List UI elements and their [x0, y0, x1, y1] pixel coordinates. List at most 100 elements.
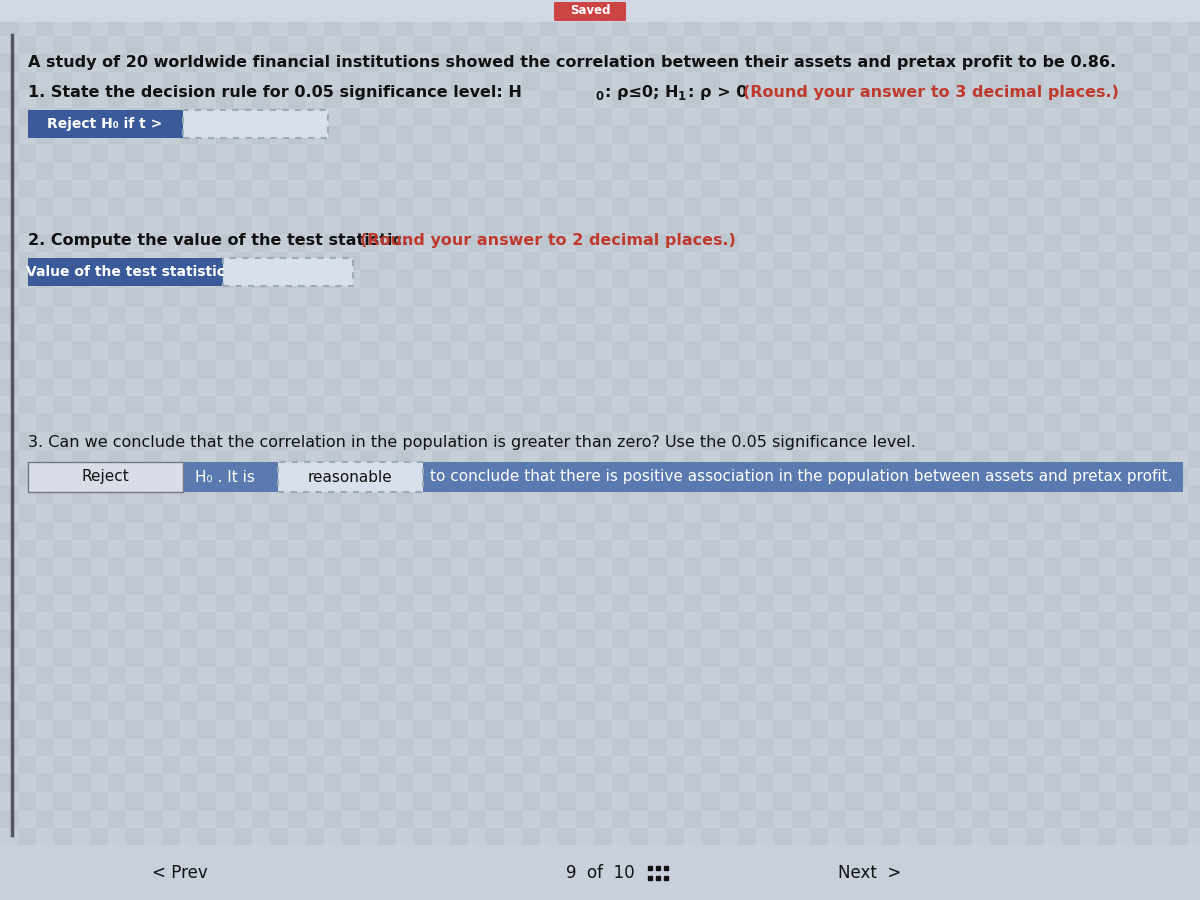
Bar: [234, 468, 252, 486]
Bar: [1134, 648, 1152, 666]
Bar: [18, 252, 36, 270]
Bar: [234, 108, 252, 126]
Bar: [1098, 684, 1116, 702]
Bar: [306, 54, 324, 72]
Bar: [612, 450, 630, 468]
Bar: [522, 324, 540, 342]
Bar: [324, 378, 342, 396]
Bar: [28, 462, 182, 492]
Bar: [342, 612, 360, 630]
Bar: [504, 90, 522, 108]
Bar: [522, 486, 540, 504]
Bar: [702, 306, 720, 324]
Bar: [216, 810, 234, 828]
Bar: [1008, 648, 1026, 666]
Bar: [630, 864, 648, 882]
Bar: [270, 432, 288, 450]
Bar: [954, 720, 972, 738]
Bar: [828, 450, 846, 468]
Bar: [162, 810, 180, 828]
Bar: [864, 252, 882, 270]
Bar: [342, 306, 360, 324]
Bar: [1026, 180, 1044, 198]
Bar: [360, 342, 378, 360]
Bar: [1062, 360, 1080, 378]
Bar: [90, 882, 108, 900]
Bar: [504, 72, 522, 90]
Bar: [666, 270, 684, 288]
Bar: [72, 684, 90, 702]
Bar: [918, 324, 936, 342]
Bar: [594, 144, 612, 162]
Bar: [1098, 396, 1116, 414]
Text: : ρ > 0: : ρ > 0: [688, 85, 754, 100]
Bar: [252, 846, 270, 864]
Bar: [18, 162, 36, 180]
Bar: [324, 360, 342, 378]
Bar: [1080, 450, 1098, 468]
Bar: [72, 144, 90, 162]
Bar: [990, 270, 1008, 288]
Bar: [504, 810, 522, 828]
Bar: [288, 486, 306, 504]
Bar: [504, 234, 522, 252]
Bar: [198, 828, 216, 846]
Bar: [1152, 162, 1170, 180]
Bar: [126, 738, 144, 756]
Bar: [54, 414, 72, 432]
Bar: [468, 108, 486, 126]
Bar: [828, 144, 846, 162]
Bar: [1170, 180, 1188, 198]
Bar: [288, 378, 306, 396]
Bar: [720, 810, 738, 828]
Bar: [414, 54, 432, 72]
Bar: [216, 756, 234, 774]
Bar: [792, 810, 810, 828]
Bar: [576, 72, 594, 90]
Bar: [972, 414, 990, 432]
Bar: [468, 432, 486, 450]
Bar: [306, 576, 324, 594]
Bar: [342, 432, 360, 450]
Bar: [648, 198, 666, 216]
Bar: [360, 180, 378, 198]
Bar: [378, 324, 396, 342]
Bar: [792, 288, 810, 306]
Bar: [1044, 396, 1062, 414]
Bar: [900, 288, 918, 306]
Bar: [1098, 342, 1116, 360]
Bar: [1062, 720, 1080, 738]
Bar: [684, 36, 702, 54]
Bar: [810, 558, 828, 576]
Bar: [288, 630, 306, 648]
Bar: [522, 72, 540, 90]
Bar: [270, 540, 288, 558]
Bar: [594, 414, 612, 432]
Bar: [144, 648, 162, 666]
Bar: [162, 864, 180, 882]
Bar: [54, 792, 72, 810]
Bar: [522, 792, 540, 810]
Bar: [846, 234, 864, 252]
Bar: [846, 36, 864, 54]
Bar: [126, 414, 144, 432]
Bar: [288, 792, 306, 810]
Bar: [1170, 666, 1188, 684]
Bar: [162, 630, 180, 648]
Bar: [1062, 306, 1080, 324]
Bar: [828, 126, 846, 144]
Bar: [954, 72, 972, 90]
Bar: [378, 360, 396, 378]
Bar: [72, 738, 90, 756]
Bar: [1116, 360, 1134, 378]
Bar: [810, 54, 828, 72]
Bar: [972, 54, 990, 72]
Bar: [810, 774, 828, 792]
Bar: [414, 126, 432, 144]
Bar: [450, 666, 468, 684]
Text: 9  of  10: 9 of 10: [565, 864, 635, 882]
Bar: [486, 216, 504, 234]
Bar: [432, 702, 450, 720]
Bar: [558, 234, 576, 252]
Bar: [432, 306, 450, 324]
